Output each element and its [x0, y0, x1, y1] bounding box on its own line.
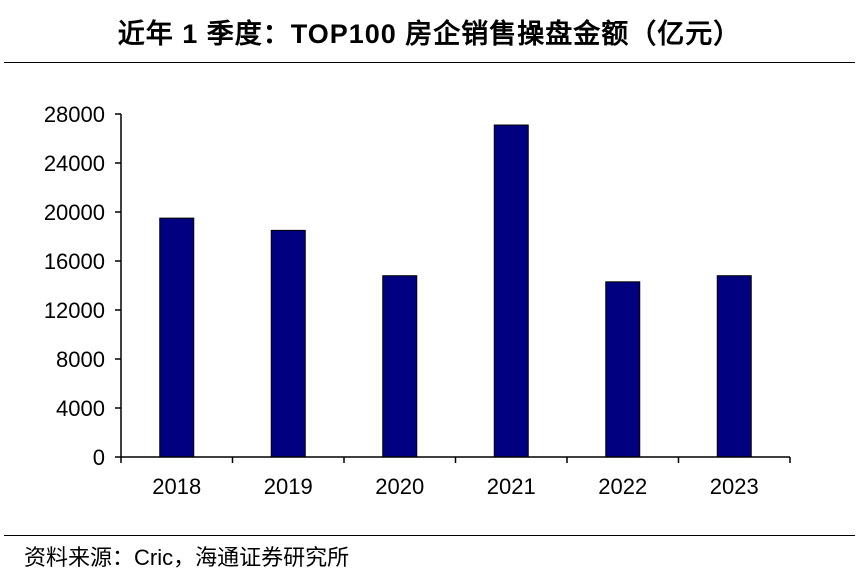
bar-2022 — [605, 281, 641, 458]
top-divider — [4, 62, 855, 63]
y-tick-label: 0 — [93, 445, 105, 470]
x-tick-label: 2018 — [152, 474, 201, 499]
y-tick-label: 24000 — [44, 151, 105, 176]
y-tick-label: 4000 — [56, 396, 105, 421]
x-tick-label: 2022 — [598, 474, 647, 499]
x-tick-label: 2023 — [710, 474, 759, 499]
y-tick-label: 20000 — [44, 200, 105, 225]
y-tick-label: 8000 — [56, 347, 105, 372]
y-tick-label: 16000 — [44, 249, 105, 274]
x-axis-ticks: 2018 2019 2020 2021 2022 2023 — [120, 457, 791, 499]
bars — [159, 124, 752, 458]
bar-2019 — [270, 229, 306, 458]
x-tick-label: 2021 — [487, 474, 536, 499]
bar-2021 — [493, 124, 529, 458]
x-tick-label: 2020 — [375, 474, 424, 499]
y-axis-ticks: 0 4000 8000 12000 16000 20000 24000 28000 — [44, 102, 121, 470]
bar-2023 — [716, 275, 752, 458]
chart-title: 近年 1 季度：TOP100 房企销售操盘金额（亿元） — [117, 18, 742, 49]
bottom-divider — [4, 535, 855, 536]
y-tick-label: 12000 — [44, 298, 105, 323]
source-note: 资料来源：Cric，海通证券研究所 — [24, 545, 350, 570]
x-tick-label: 2019 — [264, 474, 313, 499]
bar-2020 — [382, 275, 418, 458]
bar-2018 — [159, 217, 195, 458]
y-tick-label: 28000 — [44, 102, 105, 127]
